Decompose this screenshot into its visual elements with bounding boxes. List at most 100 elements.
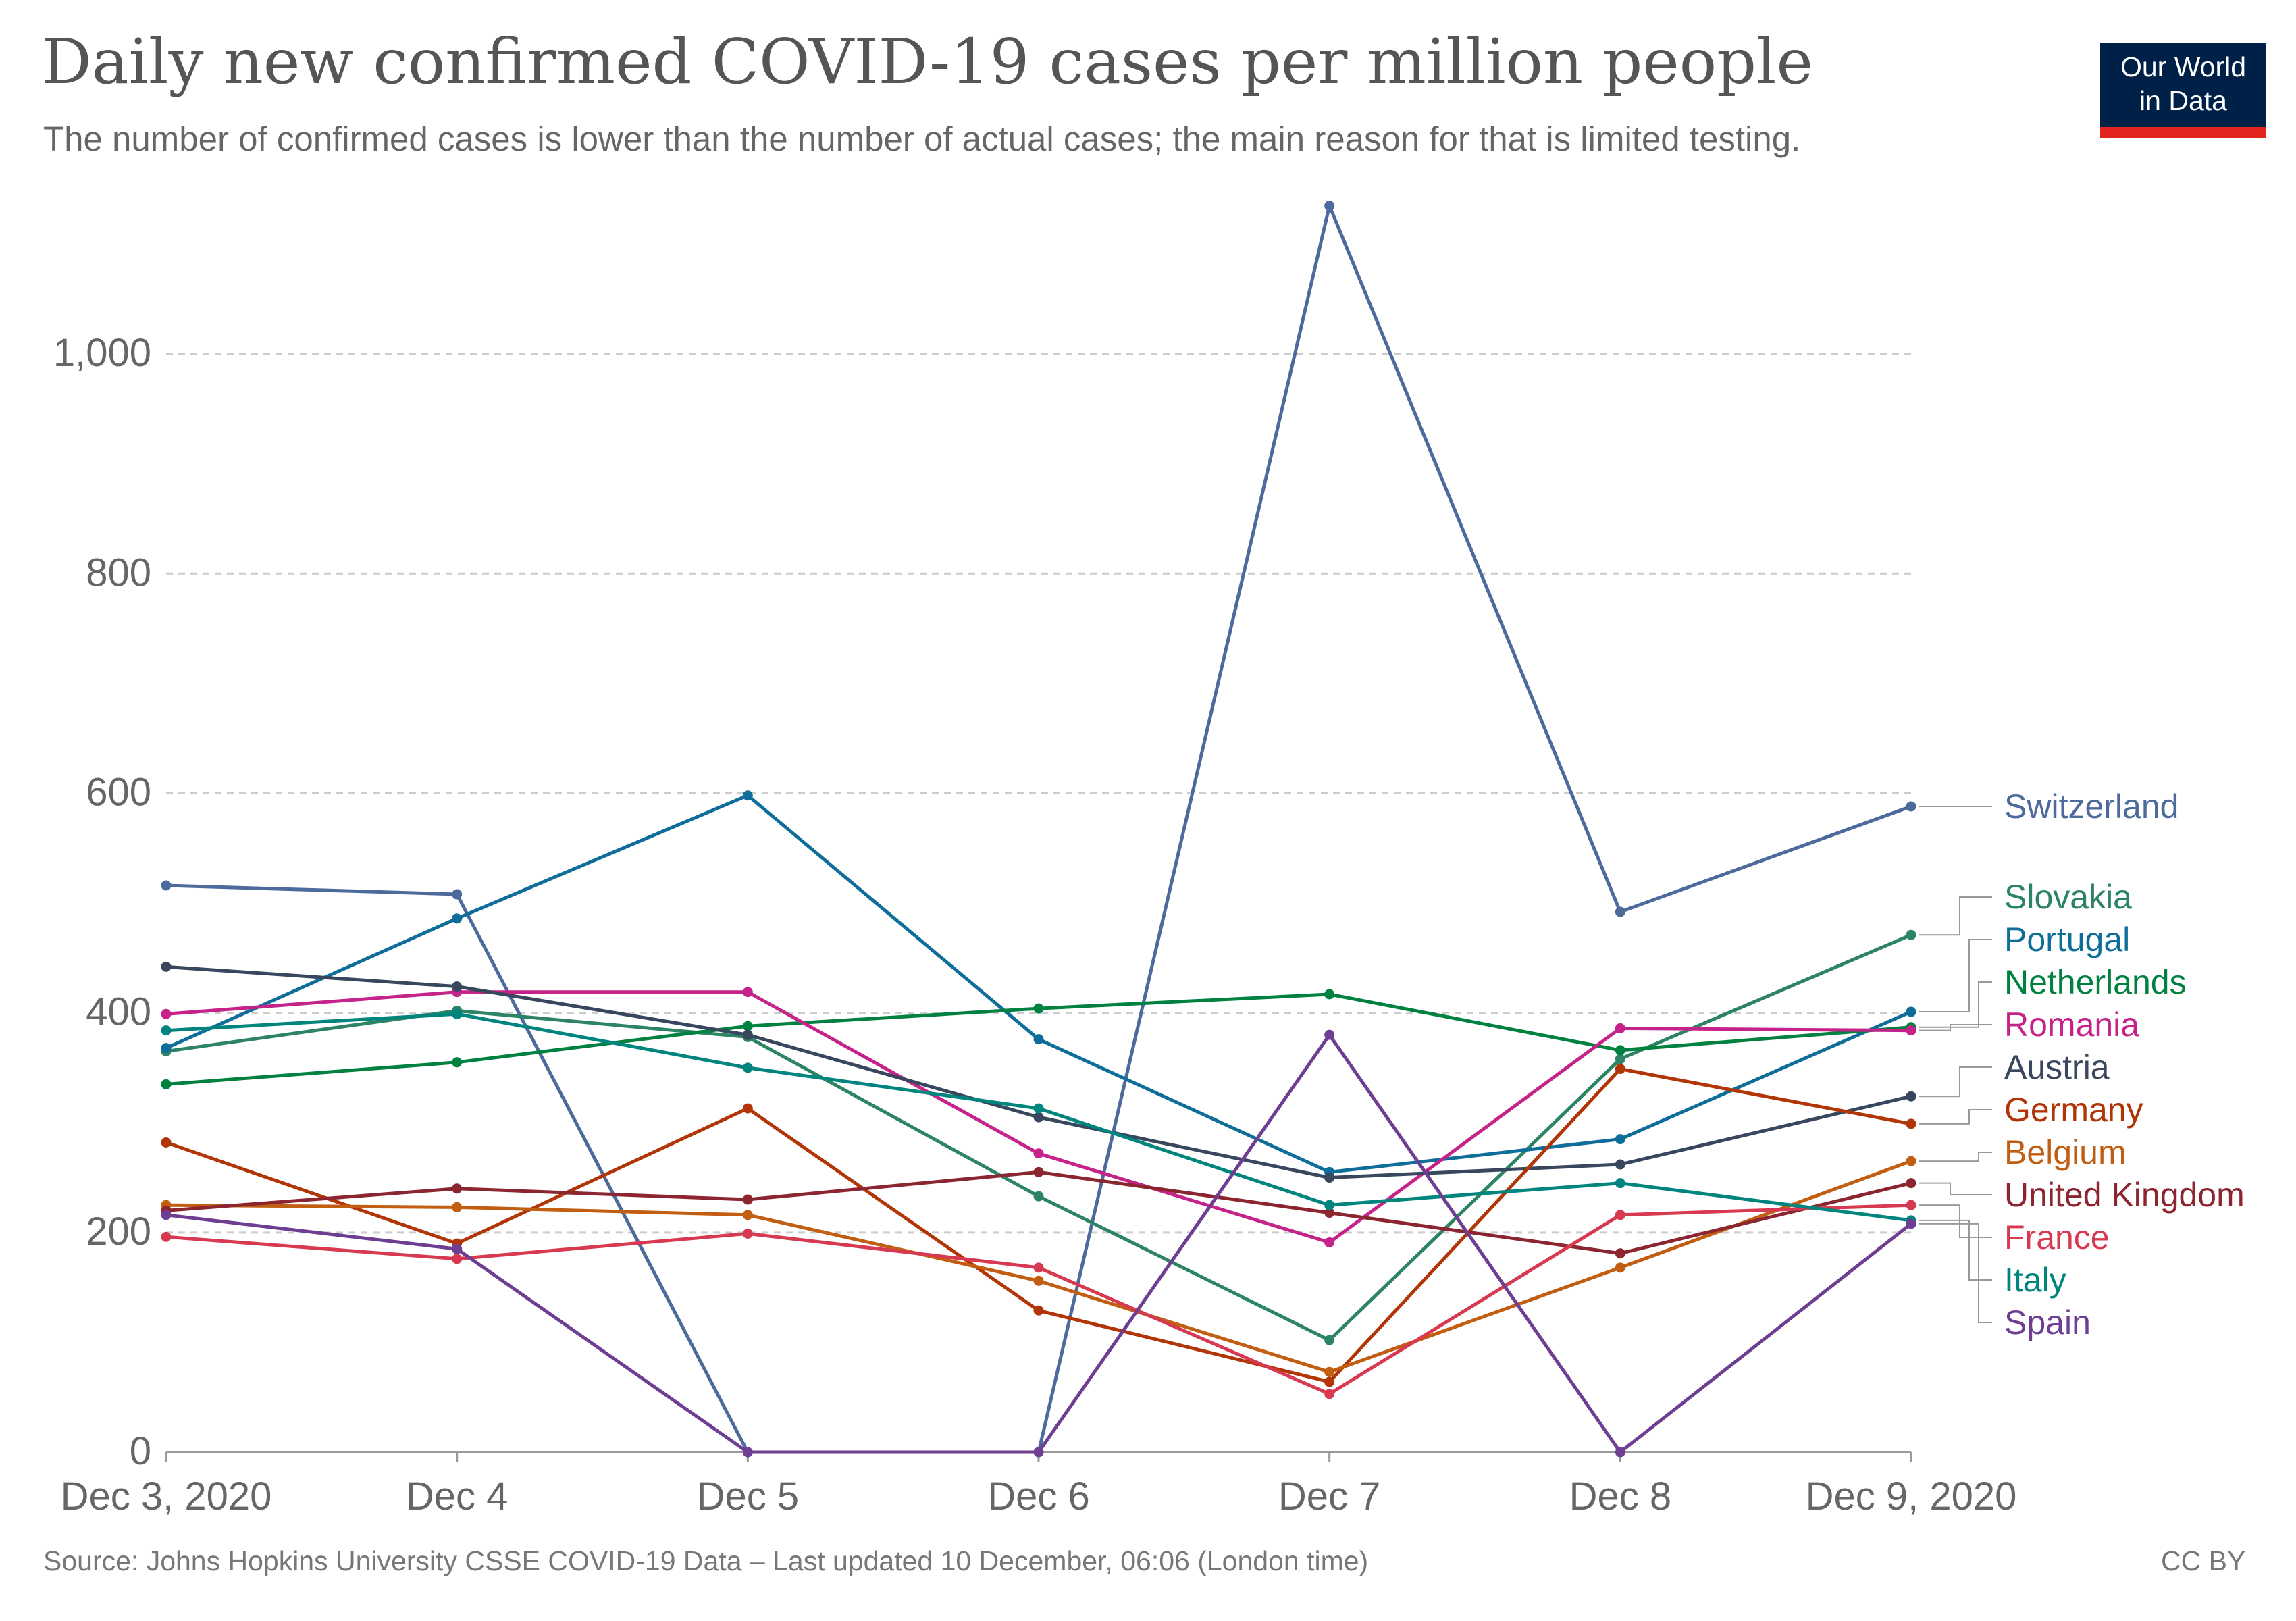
data-point-netherlands[interactable] bbox=[1615, 1045, 1625, 1056]
data-point-slovakia[interactable] bbox=[1615, 1054, 1625, 1064]
data-point-netherlands[interactable] bbox=[161, 1079, 172, 1089]
legend-label-france[interactable]: France bbox=[2004, 1218, 2110, 1256]
data-point-switzerland[interactable] bbox=[1615, 906, 1625, 917]
legend-label-austria[interactable]: Austria bbox=[2004, 1048, 2110, 1086]
data-point-netherlands[interactable] bbox=[452, 1057, 463, 1068]
legend-label-slovakia[interactable]: Slovakia bbox=[2004, 878, 2132, 916]
data-point-france[interactable] bbox=[452, 1254, 463, 1264]
data-point-slovakia[interactable] bbox=[1906, 929, 1916, 940]
data-point-romania[interactable] bbox=[1906, 1025, 1916, 1036]
data-point-austria[interactable] bbox=[452, 981, 463, 992]
legend-connector bbox=[1919, 1152, 1992, 1162]
data-point-portugal[interactable] bbox=[1906, 1006, 1916, 1017]
data-point-romania[interactable] bbox=[742, 987, 753, 998]
legend-connector bbox=[1919, 896, 1992, 936]
owid-logo[interactable]: Our World in Data bbox=[2100, 43, 2266, 138]
data-point-spain[interactable] bbox=[1033, 1447, 1044, 1458]
data-point-switzerland[interactable] bbox=[1324, 201, 1335, 211]
data-point-austria[interactable] bbox=[161, 961, 172, 972]
data-point-germany[interactable] bbox=[1324, 1376, 1335, 1387]
data-point-slovakia[interactable] bbox=[1033, 1191, 1044, 1202]
data-point-netherlands[interactable] bbox=[1324, 989, 1335, 1000]
data-point-portugal[interactable] bbox=[161, 1043, 172, 1054]
data-point-germany[interactable] bbox=[1615, 1064, 1625, 1075]
legend-label-italy[interactable]: Italy bbox=[2004, 1261, 2066, 1299]
data-point-italy[interactable] bbox=[1615, 1178, 1625, 1189]
data-point-spain[interactable] bbox=[1906, 1218, 1916, 1229]
data-point-belgium[interactable] bbox=[1615, 1262, 1625, 1273]
data-point-switzerland[interactable] bbox=[1906, 801, 1916, 812]
data-point-france[interactable] bbox=[1906, 1200, 1916, 1210]
data-point-italy[interactable] bbox=[161, 1025, 172, 1036]
data-point-belgium[interactable] bbox=[1033, 1275, 1044, 1286]
data-point-united-kingdom[interactable] bbox=[1324, 1208, 1335, 1218]
legend-label-romania[interactable]: Romania bbox=[2004, 1006, 2139, 1044]
data-point-austria[interactable] bbox=[1615, 1159, 1625, 1170]
legend-label-switzerland[interactable]: Switzerland bbox=[2004, 788, 2178, 825]
data-point-france[interactable] bbox=[1615, 1210, 1625, 1220]
series-line-austria[interactable] bbox=[165, 964, 1912, 1179]
data-point-austria[interactable] bbox=[1033, 1112, 1044, 1123]
data-point-united-kingdom[interactable] bbox=[452, 1183, 463, 1194]
data-point-spain[interactable] bbox=[742, 1447, 753, 1458]
data-point-france[interactable] bbox=[161, 1231, 172, 1242]
source-note: Source: Johns Hopkins University CSSE CO… bbox=[43, 1545, 1369, 1576]
data-point-romania[interactable] bbox=[1615, 1023, 1625, 1033]
data-point-united-kingdom[interactable] bbox=[1906, 1178, 1916, 1189]
data-point-portugal[interactable] bbox=[1033, 1034, 1044, 1045]
data-point-spain[interactable] bbox=[1615, 1447, 1625, 1458]
data-point-slovakia[interactable] bbox=[1324, 1335, 1335, 1345]
data-point-spain[interactable] bbox=[452, 1243, 463, 1254]
x-tick-label: Dec 4 bbox=[406, 1474, 508, 1518]
data-point-austria[interactable] bbox=[1324, 1173, 1335, 1183]
data-point-italy[interactable] bbox=[1033, 1103, 1044, 1114]
data-point-spain[interactable] bbox=[161, 1210, 172, 1220]
data-point-germany[interactable] bbox=[742, 1103, 753, 1114]
data-point-belgium[interactable] bbox=[742, 1210, 753, 1220]
x-tick-label: Dec 6 bbox=[987, 1474, 1090, 1518]
data-point-italy[interactable] bbox=[1324, 1200, 1335, 1210]
data-point-romania[interactable] bbox=[1324, 1237, 1335, 1247]
data-point-spain[interactable] bbox=[1324, 1029, 1335, 1040]
data-point-belgium[interactable] bbox=[1906, 1156, 1916, 1166]
data-point-germany[interactable] bbox=[1033, 1305, 1044, 1316]
logo-line-2: in Data bbox=[2139, 85, 2227, 116]
data-point-switzerland[interactable] bbox=[452, 889, 463, 900]
data-point-netherlands[interactable] bbox=[742, 1021, 753, 1031]
data-point-france[interactable] bbox=[742, 1228, 753, 1239]
legend-connector bbox=[1919, 939, 1992, 1013]
data-point-netherlands[interactable] bbox=[1033, 1003, 1044, 1014]
data-point-france[interactable] bbox=[1033, 1262, 1044, 1273]
data-point-portugal[interactable] bbox=[1615, 1134, 1625, 1145]
data-point-france[interactable] bbox=[1324, 1389, 1335, 1399]
data-point-belgium[interactable] bbox=[1324, 1366, 1335, 1377]
legend-label-united-kingdom[interactable]: United Kingdom bbox=[2004, 1176, 2245, 1214]
legend-label-portugal[interactable]: Portugal bbox=[2004, 921, 2130, 958]
data-point-united-kingdom[interactable] bbox=[1615, 1248, 1625, 1259]
data-point-romania[interactable] bbox=[161, 1008, 172, 1019]
legend-label-spain[interactable]: Spain bbox=[2004, 1304, 2091, 1341]
legend-connector bbox=[1919, 1109, 1992, 1125]
data-point-portugal[interactable] bbox=[742, 790, 753, 801]
data-point-austria[interactable] bbox=[742, 1029, 753, 1040]
series-line-spain[interactable] bbox=[165, 1033, 1912, 1454]
data-point-germany[interactable] bbox=[1906, 1118, 1916, 1129]
data-point-united-kingdom[interactable] bbox=[742, 1194, 753, 1205]
data-point-germany[interactable] bbox=[161, 1137, 172, 1148]
legend-label-germany[interactable]: Germany bbox=[2004, 1091, 2143, 1129]
license-link[interactable]: CC BY bbox=[2161, 1545, 2246, 1576]
chart-title: Daily new confirmed COVID-19 cases per m… bbox=[42, 26, 1813, 98]
legend-label-belgium[interactable]: Belgium bbox=[2004, 1133, 2127, 1171]
data-point-austria[interactable] bbox=[1906, 1091, 1916, 1102]
data-point-united-kingdom[interactable] bbox=[1033, 1166, 1044, 1177]
data-point-switzerland[interactable] bbox=[161, 880, 172, 891]
data-point-romania[interactable] bbox=[1033, 1148, 1044, 1159]
data-point-portugal[interactable] bbox=[452, 913, 463, 924]
legend-connector bbox=[1919, 1024, 1992, 1031]
x-tick-label: Dec 3, 2020 bbox=[61, 1474, 272, 1518]
legend-connector bbox=[1919, 1182, 1992, 1195]
data-point-italy[interactable] bbox=[742, 1062, 753, 1073]
data-point-italy[interactable] bbox=[452, 1008, 463, 1019]
legend-label-netherlands[interactable]: Netherlands bbox=[2004, 963, 2187, 1001]
data-point-belgium[interactable] bbox=[452, 1202, 463, 1212]
